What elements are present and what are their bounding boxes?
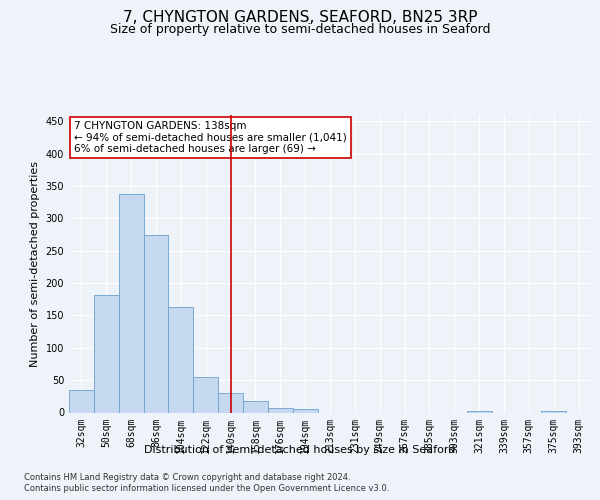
Y-axis label: Number of semi-detached properties: Number of semi-detached properties [30, 161, 40, 367]
Bar [467, 410, 491, 412]
Bar [541, 410, 566, 412]
Text: 7, CHYNGTON GARDENS, SEAFORD, BN25 3RP: 7, CHYNGTON GARDENS, SEAFORD, BN25 3RP [123, 10, 477, 25]
Text: 7 CHYNGTON GARDENS: 138sqm
← 94% of semi-detached houses are smaller (1,041)
6% : 7 CHYNGTON GARDENS: 138sqm ← 94% of semi… [74, 121, 347, 154]
Text: Contains HM Land Registry data © Crown copyright and database right 2024.: Contains HM Land Registry data © Crown c… [24, 472, 350, 482]
Bar [243, 401, 268, 412]
Bar [193, 377, 218, 412]
Bar [218, 393, 243, 412]
Bar [69, 390, 94, 412]
Text: Distribution of semi-detached houses by size in Seaford: Distribution of semi-detached houses by … [145, 445, 455, 455]
Text: Contains public sector information licensed under the Open Government Licence v3: Contains public sector information licen… [24, 484, 389, 493]
Bar [119, 194, 143, 412]
Bar [268, 408, 293, 412]
Bar [169, 307, 193, 412]
Bar [293, 408, 317, 412]
Bar [94, 296, 119, 412]
Text: Size of property relative to semi-detached houses in Seaford: Size of property relative to semi-detach… [110, 22, 490, 36]
Bar [143, 236, 169, 412]
